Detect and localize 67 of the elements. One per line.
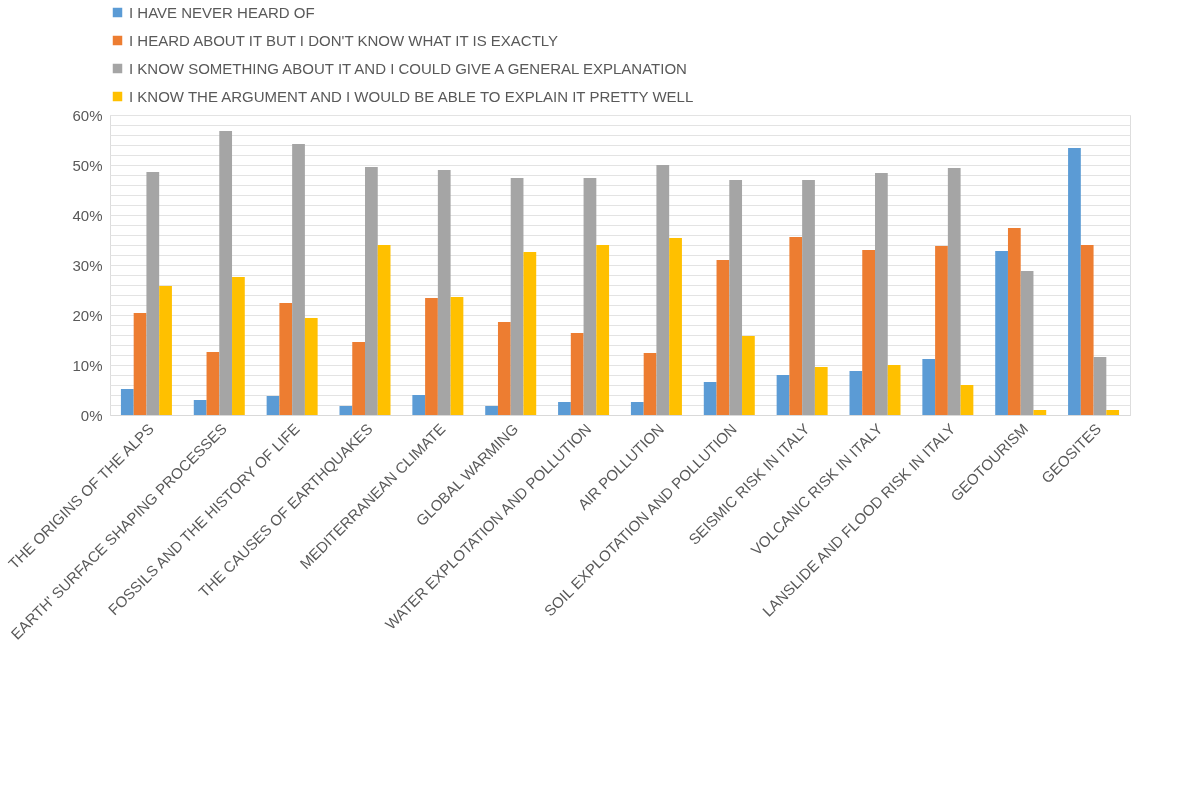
bar bbox=[1080, 245, 1094, 415]
y-tick-label: 20% bbox=[72, 306, 103, 324]
bar bbox=[232, 277, 245, 415]
bar bbox=[776, 375, 790, 415]
bar bbox=[1007, 228, 1021, 415]
bar bbox=[523, 252, 537, 415]
bar bbox=[656, 165, 670, 415]
y-tick-label: 60% bbox=[72, 106, 103, 124]
bar bbox=[159, 286, 172, 415]
bar bbox=[279, 303, 293, 415]
bar bbox=[947, 168, 961, 415]
legend-label: I KNOW THE ARGUMENT AND I WOULD BE ABLE TO EXPLAIN IT PRETTY WELL bbox=[129, 87, 694, 105]
bar bbox=[887, 365, 901, 415]
y-tick-label: 50% bbox=[72, 156, 103, 174]
bar bbox=[814, 367, 828, 415]
bar bbox=[1093, 357, 1107, 415]
bar bbox=[558, 402, 571, 415]
bar bbox=[1106, 410, 1120, 415]
bar bbox=[339, 406, 353, 415]
bar bbox=[1033, 410, 1047, 415]
bar bbox=[570, 333, 584, 415]
bar bbox=[497, 322, 511, 415]
bar bbox=[1020, 271, 1034, 415]
legend-label: I HAVE NEVER HEARD OF bbox=[129, 3, 315, 21]
bar bbox=[849, 371, 863, 415]
bar bbox=[669, 238, 682, 415]
y-tick-label: 40% bbox=[72, 206, 103, 224]
bar bbox=[703, 382, 717, 415]
bar bbox=[120, 389, 134, 415]
bar bbox=[365, 167, 378, 415]
bar bbox=[485, 406, 498, 415]
bar bbox=[266, 396, 280, 415]
legend-label: I HEARD ABOUT IT BUT I DON'T KNOW WHAT IT IS EXACTLY bbox=[129, 31, 559, 49]
legend-label: I KNOW SOMETHING ABOUT IT AND I COULD GIVE A GENERAL EXPLANATION bbox=[129, 59, 687, 77]
y-tick-label: 10% bbox=[72, 356, 103, 374]
bar bbox=[377, 245, 391, 415]
bar bbox=[412, 395, 426, 415]
bar bbox=[583, 178, 597, 415]
bar bbox=[1068, 148, 1081, 415]
bar bbox=[206, 352, 220, 415]
bar bbox=[862, 250, 875, 415]
bar bbox=[742, 336, 755, 415]
bar bbox=[596, 245, 610, 415]
bar bbox=[450, 297, 464, 415]
bar bbox=[219, 131, 233, 415]
bar bbox=[193, 400, 207, 415]
bar bbox=[802, 180, 815, 415]
bar bbox=[995, 251, 1008, 415]
bar bbox=[922, 359, 936, 415]
bar bbox=[630, 402, 644, 415]
bar bbox=[960, 385, 974, 415]
bar bbox=[789, 237, 803, 415]
bar bbox=[643, 353, 657, 415]
bar bbox=[729, 180, 743, 415]
bar bbox=[304, 318, 318, 415]
bar bbox=[716, 260, 730, 415]
bar bbox=[875, 173, 888, 415]
bar bbox=[425, 298, 438, 415]
bar bbox=[292, 144, 305, 415]
bar bbox=[437, 170, 451, 415]
bar bbox=[133, 313, 147, 415]
y-tick-label: 0% bbox=[80, 406, 103, 424]
bar bbox=[146, 172, 160, 415]
y-tick-label: 30% bbox=[72, 256, 103, 274]
bar bbox=[510, 178, 524, 415]
bar bbox=[352, 342, 365, 415]
bar bbox=[935, 246, 948, 415]
